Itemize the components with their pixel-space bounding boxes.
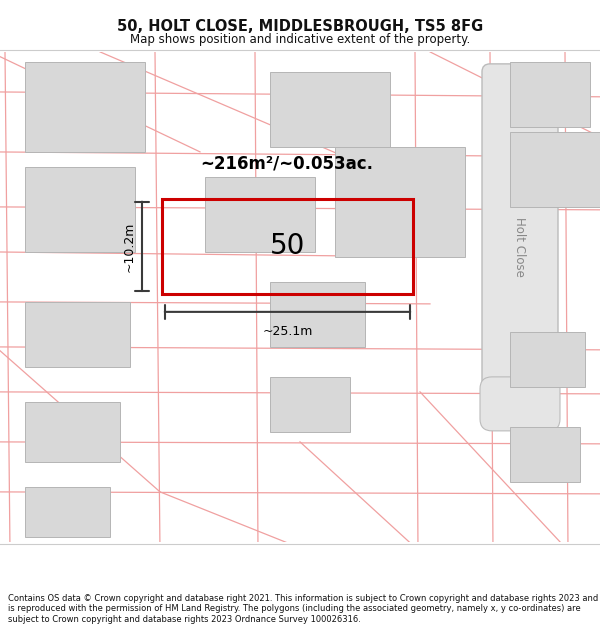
Bar: [25, 302, 130, 367]
Bar: [25, 402, 120, 462]
Bar: [25, 167, 135, 252]
Bar: [270, 72, 390, 147]
Bar: [510, 132, 600, 207]
Bar: [270, 377, 350, 432]
FancyBboxPatch shape: [480, 377, 560, 431]
Text: ~25.1m: ~25.1m: [262, 325, 313, 338]
Text: Holt Close: Holt Close: [514, 217, 527, 277]
Text: 50: 50: [270, 232, 305, 261]
Bar: [162, 199, 413, 294]
FancyBboxPatch shape: [482, 64, 558, 425]
Bar: [510, 427, 580, 482]
Bar: [25, 62, 145, 152]
Text: ~10.2m: ~10.2m: [123, 221, 136, 271]
Bar: [510, 62, 590, 127]
Bar: [270, 282, 365, 347]
Bar: [205, 177, 315, 252]
Text: Map shows position and indicative extent of the property.: Map shows position and indicative extent…: [130, 34, 470, 46]
Text: ~216m²/~0.053ac.: ~216m²/~0.053ac.: [200, 155, 373, 173]
Text: 50, HOLT CLOSE, MIDDLESBROUGH, TS5 8FG: 50, HOLT CLOSE, MIDDLESBROUGH, TS5 8FG: [117, 19, 483, 34]
Text: Contains OS data © Crown copyright and database right 2021. This information is : Contains OS data © Crown copyright and d…: [8, 594, 598, 624]
Bar: [25, 487, 110, 537]
Bar: [510, 332, 585, 387]
Bar: [335, 147, 465, 257]
